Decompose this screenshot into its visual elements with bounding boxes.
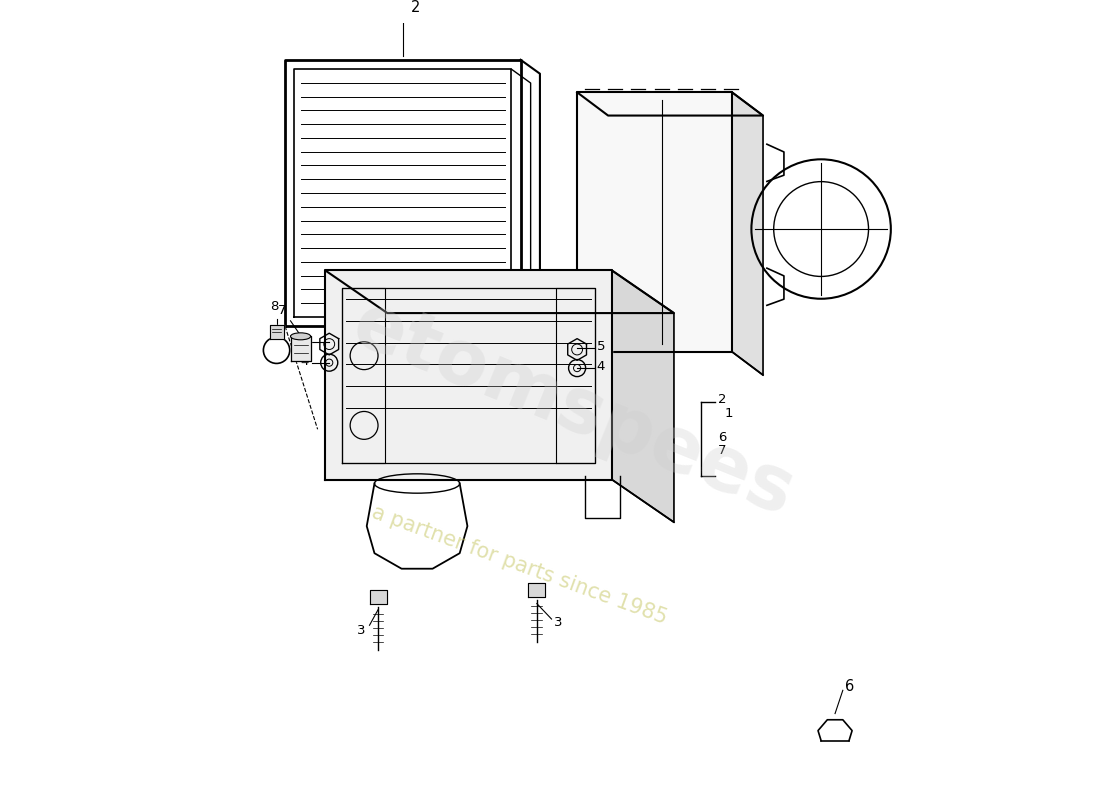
Text: 5: 5 bbox=[596, 340, 605, 353]
Polygon shape bbox=[732, 92, 763, 375]
Text: 7: 7 bbox=[718, 445, 727, 458]
Text: 2: 2 bbox=[718, 394, 727, 406]
Text: 6: 6 bbox=[845, 679, 855, 694]
Text: 2: 2 bbox=[410, 0, 420, 14]
Polygon shape bbox=[528, 582, 546, 597]
Polygon shape bbox=[578, 92, 732, 352]
Text: 8: 8 bbox=[270, 300, 278, 313]
Text: 7: 7 bbox=[278, 304, 287, 317]
Text: 1: 1 bbox=[724, 407, 733, 420]
Polygon shape bbox=[578, 92, 763, 115]
Polygon shape bbox=[326, 270, 674, 313]
Text: etomspees: etomspees bbox=[342, 288, 805, 532]
Polygon shape bbox=[326, 270, 612, 480]
Ellipse shape bbox=[290, 333, 310, 340]
Text: 3: 3 bbox=[358, 624, 365, 637]
Text: 4: 4 bbox=[300, 354, 308, 368]
Polygon shape bbox=[370, 590, 386, 604]
Text: 4: 4 bbox=[596, 360, 605, 373]
Polygon shape bbox=[612, 270, 674, 522]
Text: 6: 6 bbox=[718, 430, 726, 443]
Polygon shape bbox=[290, 336, 310, 361]
Text: 3: 3 bbox=[554, 617, 562, 630]
Text: 5: 5 bbox=[300, 334, 308, 346]
Polygon shape bbox=[270, 326, 284, 339]
Text: a partner for parts since 1985: a partner for parts since 1985 bbox=[368, 502, 670, 628]
